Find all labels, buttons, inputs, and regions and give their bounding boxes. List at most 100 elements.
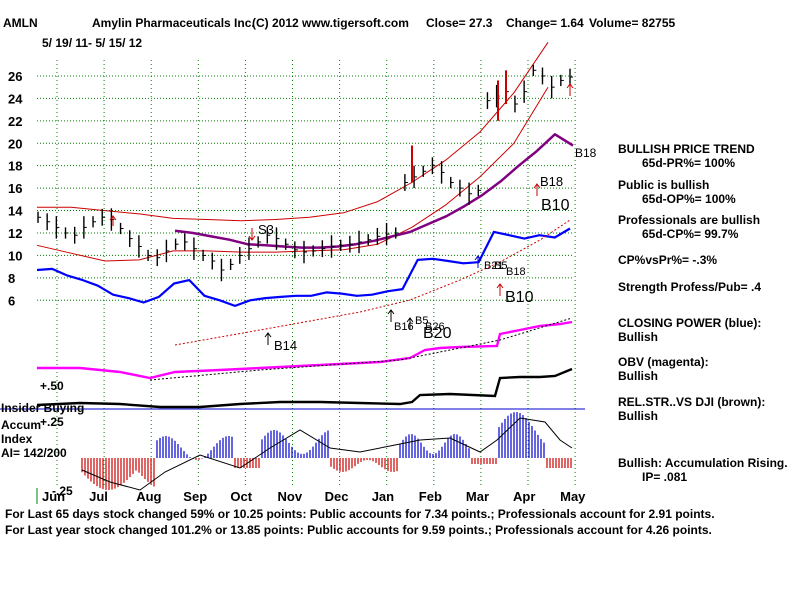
signal-label: B5: [494, 260, 507, 272]
insider-buying-label: Insider Buying: [1, 401, 85, 415]
obv-line: [37, 317, 573, 381]
rel-strength-summary: REL.STR..VS DJI (brown): Bullish: [618, 395, 765, 423]
y-tick-label: 20: [8, 136, 22, 151]
y-tick-label: 6: [8, 293, 15, 308]
price-bars: [37, 64, 573, 282]
y-tick-label: 22: [8, 114, 22, 129]
month-label: Nov: [278, 489, 303, 504]
signal-label: B18: [506, 266, 526, 278]
obv-scale-plus50: +.50: [40, 379, 64, 393]
obv: [37, 320, 573, 380]
y-tick-label: 16: [8, 181, 22, 196]
closing-power-line: [36, 219, 571, 346]
signal-arrowhead: [109, 215, 117, 221]
trend-title: BULLISH PRICE TREND: [618, 142, 755, 156]
signal-arrowhead: [387, 309, 395, 315]
accum-scale-plus25: +.25: [40, 415, 64, 429]
signal-arrowhead: [474, 255, 482, 261]
month-label: Oct: [230, 489, 252, 504]
moving-average: [174, 133, 574, 249]
upper-band: [37, 42, 549, 222]
closing-power: [36, 227, 571, 307]
relative-strength: [36, 367, 573, 409]
professionals-summary: Professionals are bullish 65d-CP%= 99.7%: [618, 213, 760, 241]
obv-summary: OBV (magenta): Bullish: [618, 355, 709, 383]
signal-label: B20: [423, 325, 452, 342]
accum-scale-minus25: -.25: [52, 484, 73, 498]
cp-vs-pr: CP%vsPr%= -.3%: [618, 253, 718, 267]
signal-arrowhead: [248, 235, 256, 241]
copyright-text: (C) 2012 www.tigersoft.com: [252, 16, 409, 30]
accumulation-title: Bullish: Accumulation Rising.: [618, 456, 788, 470]
public-value: 65d-OP%= 100%: [642, 192, 736, 206]
signal-arrowhead: [533, 183, 541, 189]
y-tick-label: 26: [8, 69, 22, 84]
accumulation-ip: IP= .081: [642, 470, 688, 484]
strength-ratio: Strength Profess/Pub= .4: [618, 280, 762, 294]
signal-label: B21: [484, 260, 504, 272]
signal-label: B10: [541, 197, 570, 214]
y-tick-label: 10: [8, 248, 22, 263]
signal-label: B14: [274, 338, 297, 353]
signal-label: B10: [505, 289, 534, 306]
signal-arrowhead: [406, 317, 414, 323]
signal-arrowhead: [566, 83, 574, 89]
price-bands: [36, 42, 574, 262]
y-tick-label: 8: [8, 271, 15, 286]
gridlines: [37, 60, 576, 488]
close-value: Close= 27.3: [426, 16, 493, 30]
ai-value: AI= 142/200: [1, 446, 67, 460]
change-value: Change= 1.64: [506, 16, 584, 30]
signal-arrowhead: [264, 332, 272, 338]
public-summary: Public is bullish 65d-OP%= 100%: [618, 178, 736, 206]
company-name: Amylin Pharmaceuticals Inc.: [92, 16, 255, 30]
month-label: Mar: [466, 489, 489, 504]
lower-band: [36, 86, 549, 262]
date-range: 5/ 19/ 11- 5/ 15/ 12: [42, 36, 143, 50]
month-label: Apr: [513, 489, 535, 504]
trend-summary: BULLISH PRICE TREND 65d-PR%= 100%: [618, 142, 755, 170]
closing-power-summary: CLOSING POWER (blue): Bullish: [618, 316, 761, 344]
professionals-title: Professionals are bullish: [618, 213, 761, 227]
trend-value: 65d-PR%= 100%: [642, 156, 736, 170]
professionals-value: 65d-CP%= 99.7%: [642, 227, 739, 241]
signal-label: B26: [425, 321, 445, 333]
accumulation-summary: Bullish: Accumulation Rising. IP= .081: [618, 456, 788, 484]
month-label: Dec: [325, 489, 349, 504]
volume-value: Volume= 82755: [589, 16, 676, 30]
y-tick-label: 24: [8, 91, 23, 106]
y-tick-label: 14: [8, 204, 23, 219]
ticker-label: AMLN: [3, 16, 38, 30]
cp-trendline: [174, 219, 571, 346]
month-label: Jul: [89, 489, 108, 504]
obv-trendline: [149, 317, 573, 381]
relative-strength-line: [36, 367, 573, 409]
rel-strength-title: REL.STR..VS DJI (brown):: [618, 395, 766, 409]
y-tick-label: 18: [8, 159, 22, 174]
signal-label: B18: [540, 174, 563, 189]
closing-power-title: CLOSING POWER (blue):: [618, 316, 762, 330]
closing-power-status: Bullish: [618, 330, 659, 344]
signal-label: B5: [415, 315, 428, 327]
accum-label: Accum: [1, 418, 42, 432]
public-title: Public is bullish: [618, 178, 710, 192]
month-label: Sep: [183, 489, 207, 504]
signal-label: B18: [575, 146, 597, 160]
signal-label: S3: [258, 222, 274, 237]
obv-title: OBV (magenta):: [618, 355, 709, 369]
obv-status: Bullish: [618, 369, 659, 383]
signal-label: B16: [394, 321, 414, 333]
accum-moving-average: [81, 417, 573, 491]
index-label: Index: [1, 432, 33, 446]
rel-strength-status: Bullish: [618, 409, 659, 423]
y-tick-label: 12: [8, 226, 22, 241]
footer-65-days: For Last 65 days stock changed 59% or 10…: [5, 507, 715, 521]
indicator-panel: [0, 408, 585, 504]
month-label: May: [560, 489, 586, 504]
y-tick-labels: 6 8 10 12 14 16 18 20 22 24 26: [8, 69, 23, 308]
signal-arrowhead: [496, 283, 504, 289]
month-label: Aug: [136, 489, 161, 504]
month-label: Jun: [42, 489, 65, 504]
